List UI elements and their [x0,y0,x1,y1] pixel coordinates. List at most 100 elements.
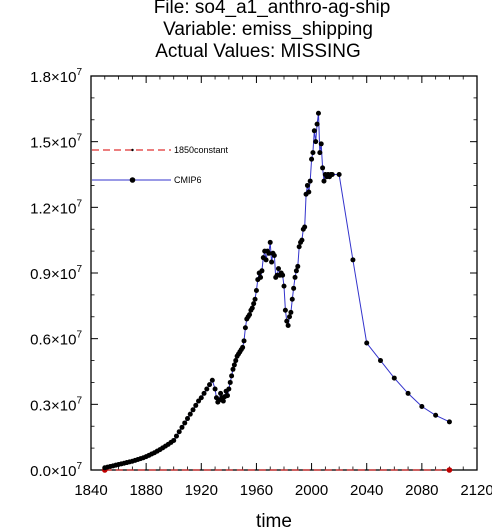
y-tick-label: 1.2×107 [30,198,82,217]
series-cmip6-point [281,283,287,289]
x-tick-label: 1920 [185,482,218,499]
series-cmip6-point [391,375,397,381]
series-cmip6-point [226,386,232,392]
series-cmip6-point [263,257,269,263]
series-cmip6-point [249,305,255,311]
x-tick-label: 1880 [129,482,162,499]
series-cmip6-point [296,244,302,250]
series-cmip6-point [318,141,324,147]
series-cmip6-point [284,318,290,324]
series-cmip6-point [302,224,308,230]
series-cmip6-point [287,314,293,320]
series-cmip6-point [419,404,425,410]
series-cmip6-point [240,344,246,350]
legend-cmip6-label: CMIP6 [174,175,202,185]
series-cmip6-point [320,165,326,171]
series-cmip6-point [295,263,301,269]
y-tick-label: 0.6×107 [30,330,82,349]
series-cmip6-point [196,398,202,404]
series-cmip6-point [204,386,210,392]
series-cmip6-point [307,178,313,184]
series-cmip6-point [309,156,315,162]
series-cmip6-point [269,259,275,265]
series-cmip6-point [173,433,179,439]
y-tick-label: 1.8×107 [30,67,82,86]
series-cmip6-point [242,325,248,331]
series-cmip6-point [241,338,247,344]
series-cmip6-point [304,182,310,188]
series-cmip6-point [209,377,215,383]
series-cmip6-point [179,424,185,430]
series-cmip6-point [289,296,295,302]
x-tick-label: 2120 [460,482,492,499]
series-cmip6-point [336,172,342,177]
series-cmip6-point [230,366,236,372]
series-cmip6-line [104,113,450,469]
x-tick-label: 1840 [74,482,107,499]
series-cmip6-point [315,110,321,116]
series-cmip6-point [378,358,383,364]
y-tick-label: 0.3×107 [30,395,82,414]
series-cmip6-point [224,393,230,399]
series-cmip6-point [314,121,320,127]
series-cmip6-point [299,237,305,243]
series-cmip6-point [282,307,288,313]
series-cmip6-point [266,250,272,256]
x-axis-title: time [256,511,292,530]
series-cmip6-point [231,362,237,368]
series-cmip6-point [176,429,182,435]
y-tick-label: 0.0×107 [30,461,82,480]
series-cmip6-point [306,189,312,195]
series-cmip6-point [310,150,316,156]
series-cmip6-point [317,150,323,156]
series-cmip6-point [251,301,257,307]
chart-title-line-3: Actual Values: MISSING [155,41,361,62]
series-cmip6-point [288,309,294,315]
series-cmip6-point [187,411,193,417]
y-tick-label: 1.5×107 [30,133,82,152]
series-cmip6-point [405,390,411,396]
series-cmip6-point [292,274,298,280]
series-cmip6-point [185,416,190,422]
legend-1850constant-label: 1850constant [174,145,229,155]
series-cmip6-point [190,407,196,413]
series-cmip6-point [313,139,319,145]
series-cmip6-point [218,390,224,396]
series-cmip6-point [201,390,207,396]
series-cmip6-point [433,412,439,418]
series-cmip6-point [227,379,233,385]
series-cmip6-point [446,419,452,425]
series-cmip6-point [364,340,370,346]
series-cmip6-point [275,266,281,272]
x-tick-label: 1960 [240,482,273,499]
series-cmip6-point [291,285,297,291]
series-cmip6-point [198,395,204,401]
plot-frame [90,75,478,471]
series-cmip6-point [252,296,258,302]
chart-title-line-1: File: so4_a1_anthro-ag-ship [153,0,391,18]
series-cmip6-point [233,358,239,364]
series-cmip6-point [311,128,317,134]
series-1850constant-point [446,467,453,473]
series-cmip6-point [171,437,177,443]
series-cmip6-point [350,257,356,263]
series-cmip6-point [267,239,273,245]
series-cmip6-point [193,402,199,408]
series-cmip6-point [321,178,327,184]
series-cmip6-point [220,398,226,404]
series-cmip6-point [259,268,265,274]
series-cmip6-point [247,312,253,318]
series-cmip6-point [280,272,286,278]
series-cmip6-point [229,373,235,379]
y-tick-label: 0.9×107 [30,264,82,283]
x-tick-label: 2080 [405,482,438,499]
series-cmip6-point [253,288,259,294]
series-cmip6-point [329,172,335,177]
series-cmip6-point [182,420,188,426]
x-tick-label: 2040 [350,482,383,499]
series-cmip6-point [212,386,218,392]
legend-1850constant-marker [131,148,134,152]
series-cmip6-point [293,268,299,274]
legend-cmip6-marker [129,177,136,183]
